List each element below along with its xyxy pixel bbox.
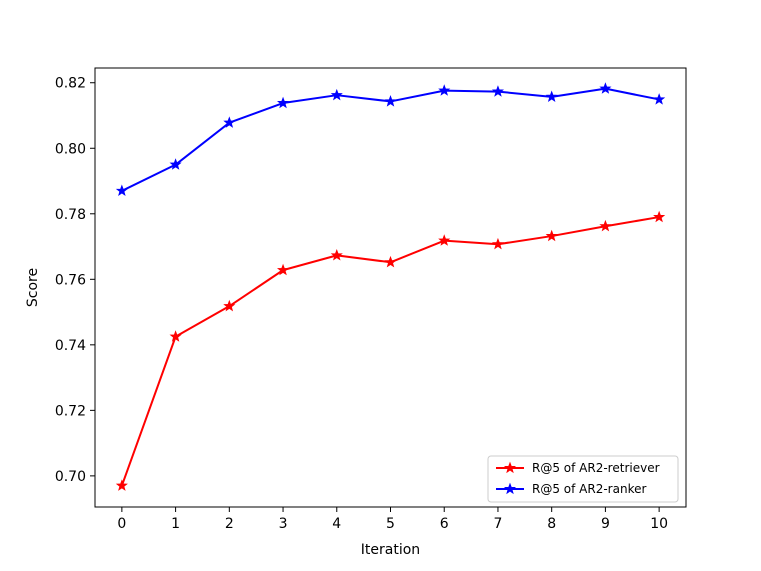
legend-label: R@5 of AR2-ranker: [532, 482, 646, 496]
y-tick-label: 0.80: [55, 141, 86, 157]
legend-item: R@5 of AR2-retriever: [496, 461, 660, 475]
legend-marker: [503, 482, 517, 495]
data-point: [223, 116, 236, 128]
plot-frame: [94, 67, 687, 508]
data-point: [653, 210, 666, 223]
series-layer: [115, 82, 666, 491]
data-point: [276, 96, 290, 109]
x-tick-label: 1: [171, 516, 180, 532]
legend: R@5 of AR2-retriever R@5 of AR2-ranker: [487, 455, 679, 503]
data-point: [545, 229, 558, 242]
x-tick-label: 10: [650, 516, 668, 532]
series-1: [115, 82, 666, 196]
data-point: [545, 90, 558, 102]
x-tick-label: 0: [117, 516, 126, 532]
data-point: [384, 255, 397, 268]
data-point: [384, 95, 397, 107]
x-axis-label: Iteration: [361, 542, 420, 558]
x-tick-label: 5: [386, 516, 395, 532]
y-tick-label: 0.78: [55, 207, 86, 223]
y-axis-label: Score: [25, 268, 41, 307]
data-point: [115, 184, 128, 196]
y-tick-label: 0.82: [55, 76, 86, 92]
data-point: [653, 93, 666, 105]
data-point: [115, 479, 128, 491]
data-point: [223, 299, 236, 312]
x-tick-label: 4: [332, 516, 341, 532]
data-point: [438, 84, 451, 96]
series-0: [115, 210, 666, 491]
data-point: [276, 263, 290, 276]
x-tick-label: 2: [225, 516, 234, 532]
legend-marker: [503, 461, 517, 474]
legend-item: R@5 of AR2-ranker: [496, 482, 646, 496]
x-axis-ticks: 0 1 2 3 4 5 6 7 8 9 10: [117, 507, 668, 532]
x-tick-label: 8: [547, 516, 556, 532]
data-point: [169, 330, 182, 342]
data-point: [438, 234, 451, 246]
legend-label: R@5 of AR2-retriever: [532, 461, 660, 475]
legend-box: [487, 455, 679, 503]
x-tick-label: 3: [279, 516, 288, 532]
data-point: [330, 88, 343, 101]
y-tick-label: 0.70: [55, 469, 86, 485]
x-tick-label: 7: [493, 516, 502, 532]
data-point: [491, 85, 505, 97]
data-point: [491, 237, 505, 250]
x-tick-label: 6: [440, 516, 449, 532]
data-point: [599, 219, 612, 232]
y-tick-label: 0.74: [55, 338, 86, 354]
data-point: [330, 249, 343, 261]
data-point: [169, 158, 182, 170]
data-point: [599, 82, 612, 94]
y-tick-label: 0.76: [55, 272, 86, 288]
y-tick-label: 0.72: [55, 403, 86, 419]
x-tick-label: 9: [601, 516, 610, 532]
y-axis-ticks: 0.70 0.72 0.74 0.76 0.78 0.80 0.82: [55, 76, 95, 485]
